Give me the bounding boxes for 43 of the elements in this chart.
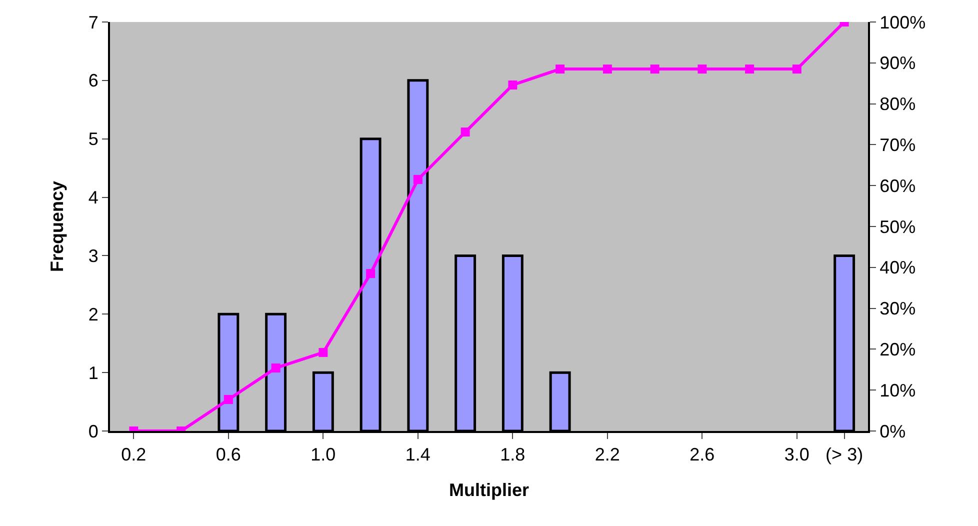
y2-tick-label: 100% — [880, 12, 926, 32]
y-tick-label: 2 — [88, 304, 98, 324]
point — [460, 128, 470, 137]
point — [413, 174, 422, 184]
x-axis-title: Multiplier — [449, 480, 529, 500]
y2-tick-label: 30% — [880, 298, 916, 319]
y2-tick-label: 60% — [880, 176, 916, 196]
y-tick-label: 5 — [88, 129, 98, 150]
point — [745, 64, 754, 74]
point — [224, 395, 233, 404]
y-tick-label: 6 — [88, 70, 98, 91]
y2-tick-label: 80% — [880, 94, 916, 114]
y2-tick-label: 10% — [880, 380, 916, 400]
x-tick-label: 1.4 — [405, 444, 430, 465]
y-tick-label: 4 — [88, 188, 98, 208]
x-tick-label: 0.2 — [121, 444, 146, 465]
y2-tick-label: 40% — [880, 258, 916, 278]
y2-tick-label: 20% — [880, 340, 916, 360]
x-tick-label: 1.0 — [310, 444, 336, 465]
y2-tick-label: 50% — [880, 216, 916, 237]
y-axis-title: Frequency — [47, 180, 67, 272]
point — [698, 64, 707, 74]
point — [650, 64, 660, 74]
y2-tick-label: 90% — [880, 53, 916, 74]
x-tick-label: 2.6 — [690, 444, 715, 465]
point — [556, 64, 565, 74]
point — [271, 364, 280, 373]
y-tick-label: 0 — [88, 421, 98, 442]
y-tick-label: 7 — [88, 12, 98, 32]
point — [508, 80, 518, 90]
point — [792, 64, 802, 74]
y-tick-label: 3 — [88, 246, 98, 266]
point — [602, 64, 612, 74]
point — [366, 269, 376, 278]
y2-tick-label: 70% — [880, 135, 916, 155]
x-tick-label: (> 3) — [826, 444, 864, 465]
x-tick-label: 1.8 — [500, 444, 526, 465]
x-tick-label: 0.6 — [216, 444, 241, 465]
x-tick-label: 2.2 — [594, 444, 620, 465]
y-tick-label: 1 — [88, 362, 98, 383]
x-tick-label: 3.0 — [784, 444, 810, 465]
y2-tick-label: 0% — [880, 421, 906, 442]
point — [318, 348, 328, 357]
